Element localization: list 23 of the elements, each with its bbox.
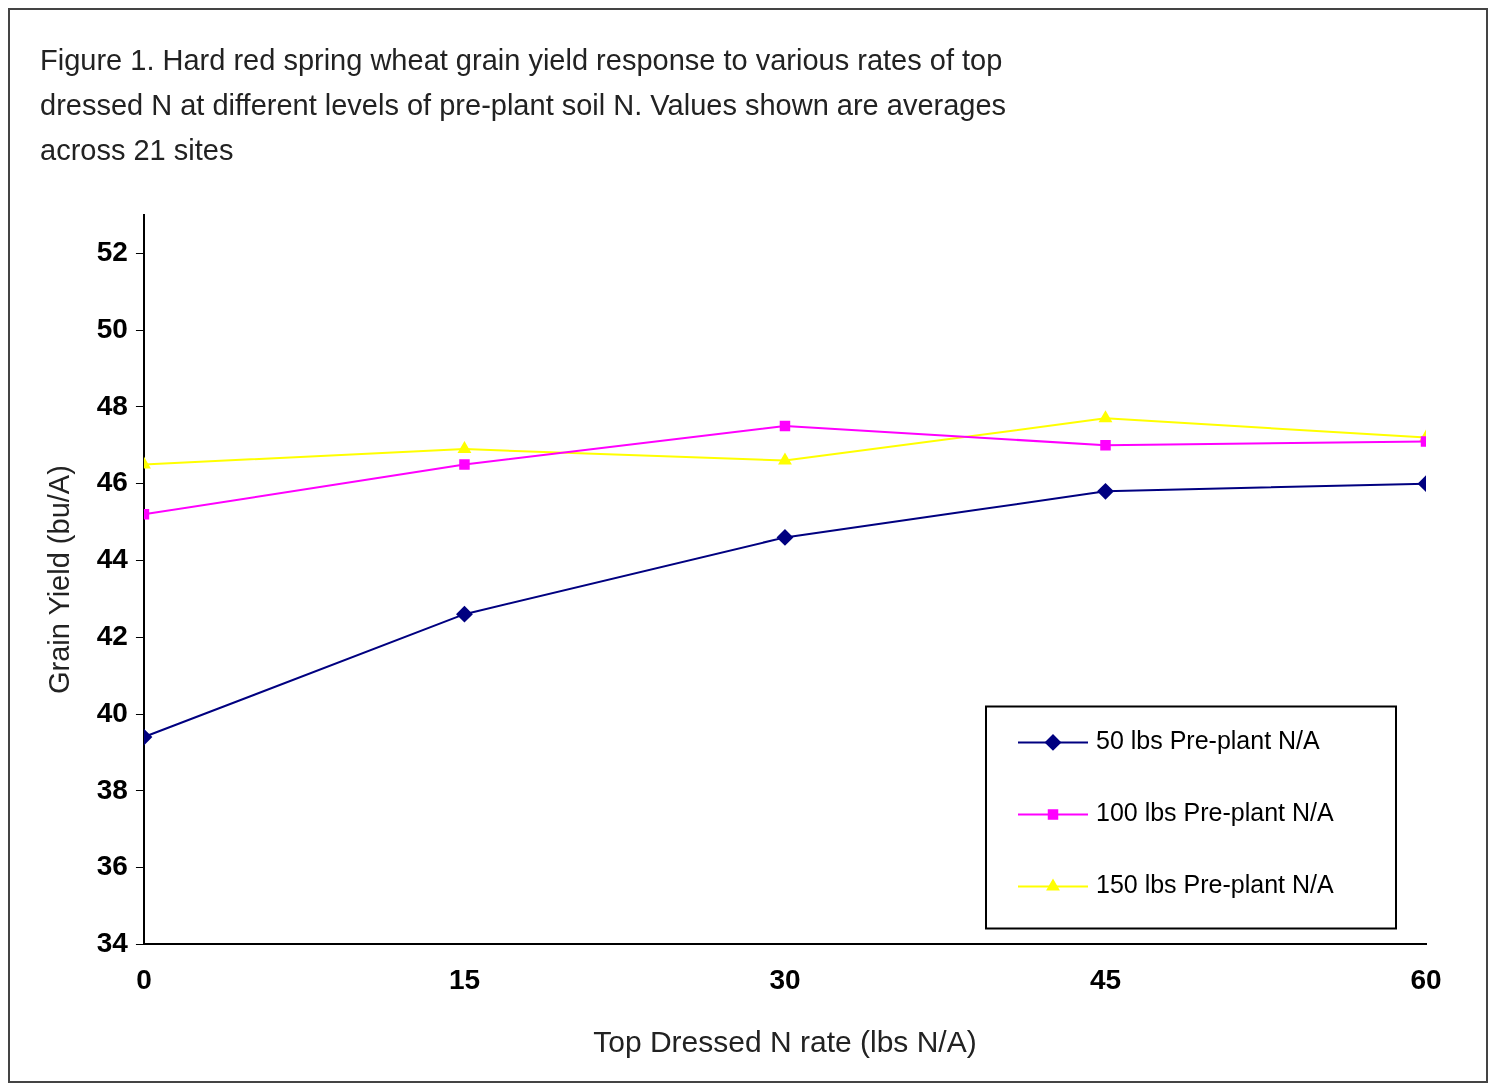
- text: dressed N at different levels of pre-plant soil N. Values shown are averages: [40, 89, 1007, 122]
- y-tick-label: 38: [96, 773, 128, 805]
- x-tick-label: 15: [448, 963, 481, 995]
- y-tick-label: 52: [96, 235, 128, 267]
- legend-label: 100 lbs Pre-plant N/A: [1096, 798, 1334, 827]
- x-axis-title: Top Dressed N rate (lbs N/A): [593, 1025, 977, 1059]
- y-tick-label: 42: [96, 619, 128, 651]
- x-tick-label: 60: [1410, 963, 1442, 995]
- x-tick-label: 30: [769, 963, 801, 995]
- text: across 21 sites: [40, 134, 234, 167]
- y-tick-label: 48: [96, 389, 128, 421]
- text: Figure 1. Hard red spring wheat grain yield response to various rates of top: [40, 44, 1003, 77]
- y-tick-label: 50: [96, 312, 128, 344]
- y-tick-label: 34: [96, 927, 129, 959]
- x-tick-label: 45: [1089, 963, 1122, 995]
- x-tick-label: 0: [136, 963, 152, 995]
- y-axis-title: Grain Yield (bu/A): [43, 465, 76, 695]
- y-tick-label: 46: [96, 466, 128, 498]
- y-tick-label: 40: [96, 696, 128, 728]
- y-tick-label: 44: [96, 543, 129, 575]
- legend-label: 50 lbs Pre-plant N/A: [1096, 726, 1321, 755]
- y-tick-label: 36: [96, 850, 128, 882]
- legend-label: 150 lbs Pre-plant N/A: [1096, 870, 1334, 899]
